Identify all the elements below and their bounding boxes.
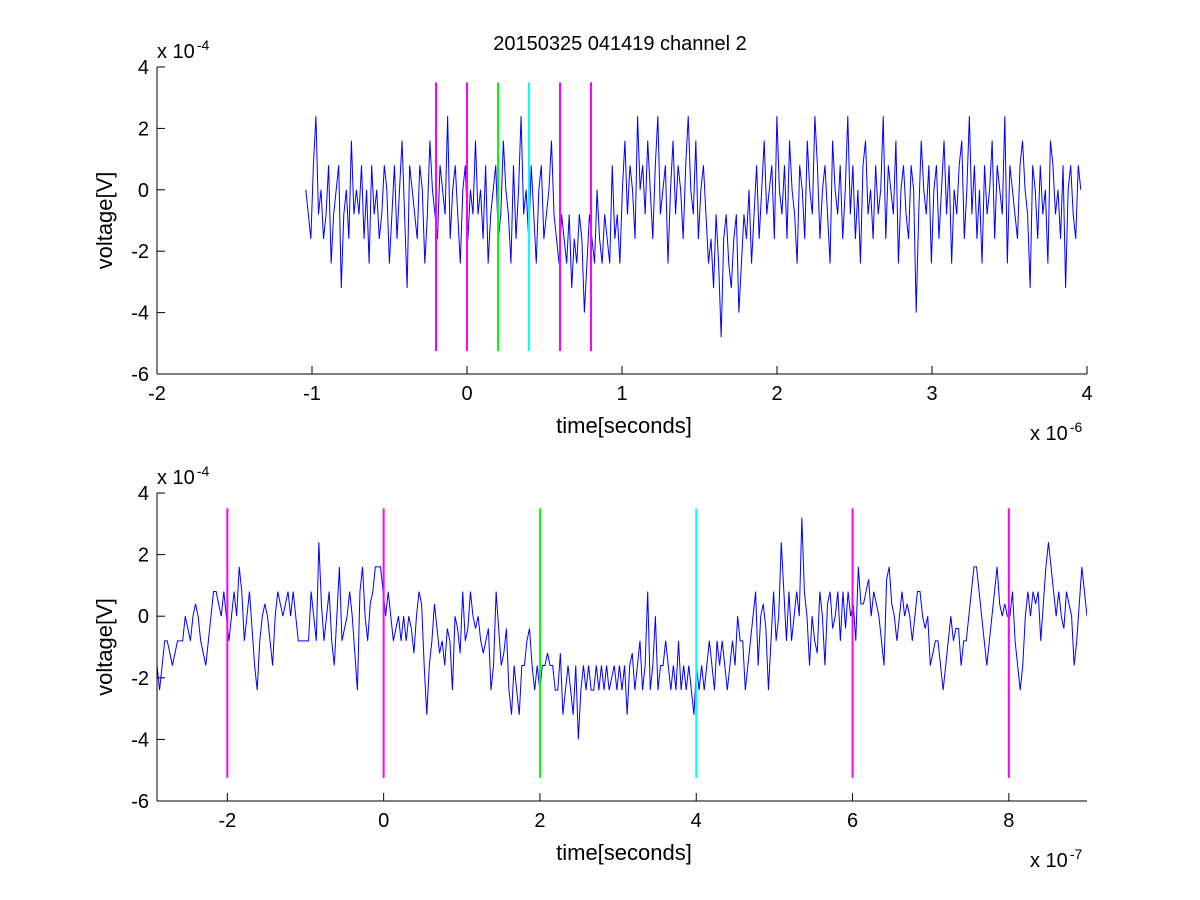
y-tick-label: -4 (131, 729, 149, 751)
x-tick-label: 6 (847, 810, 858, 832)
y-exponent-base: x 10 (157, 41, 195, 63)
y-exponent-power: -4 (197, 37, 210, 53)
bottom-subplot: -2 0 2 4 6 8 -6 -4 -2 0 2 4 time[seconds] voltage[V] x… (92, 463, 1087, 872)
x-tick-label: -2 (218, 810, 236, 832)
x-tick-label: 4 (1081, 383, 1092, 405)
y-tick-label: -2 (131, 241, 149, 263)
y-tick-label: 0 (138, 180, 149, 202)
y-tick-label: 2 (138, 118, 149, 140)
y-tick-label: -2 (131, 668, 149, 690)
y-exponent-power: -4 (197, 463, 210, 479)
x-tick-label: 4 (691, 810, 702, 832)
x-exponent-power: -7 (1070, 846, 1083, 862)
y-exponent-base: x 10 (157, 467, 195, 489)
x-tick-label: 1 (616, 383, 627, 405)
figure-title: 20150325 041419 channel 2 (493, 33, 747, 55)
y-tick-label: 2 (138, 545, 149, 567)
x-tick-label: -2 (148, 383, 166, 405)
y-tick-label: -6 (131, 791, 149, 813)
x-tick-label: 3 (926, 383, 937, 405)
x-tick-label: 2 (534, 810, 545, 832)
signal-series-line (305, 116, 1082, 338)
x-tick-label: 0 (461, 383, 472, 405)
x-tick-label: 8 (1003, 810, 1014, 832)
y-tick-label: 4 (138, 483, 149, 505)
x-exponent-power: -6 (1070, 419, 1083, 435)
y-exponent-label: x 10 -4 (157, 463, 209, 489)
y-exponent-label: x 10 -4 (157, 37, 209, 63)
x-exponent-label: x 10 -6 (1030, 419, 1082, 445)
x-exponent-base: x 10 (1030, 850, 1068, 872)
x-axis-label: time[seconds] (556, 840, 692, 865)
y-tick-label: -6 (131, 364, 149, 386)
x-tick-label: 0 (378, 810, 389, 832)
y-axis-label: voltage[V] (92, 172, 117, 270)
x-tick-label: 2 (771, 383, 782, 405)
x-tick-label: -1 (303, 383, 321, 405)
x-exponent-base: x 10 (1030, 423, 1068, 445)
y-tick-label: 0 (138, 606, 149, 628)
y-tick-label: -4 (131, 303, 149, 325)
x-exponent-label: x 10 -7 (1030, 846, 1082, 872)
top-subplot: -2 -1 0 1 2 3 4 -6 -4 -2 0 2 4 time[seconds] voltage[V… (92, 37, 1093, 445)
y-tick-label: 4 (138, 57, 149, 79)
y-axis-label: voltage[V] (92, 598, 117, 696)
signal-series-line (157, 517, 1087, 740)
x-axis-label: time[seconds] (556, 413, 692, 438)
